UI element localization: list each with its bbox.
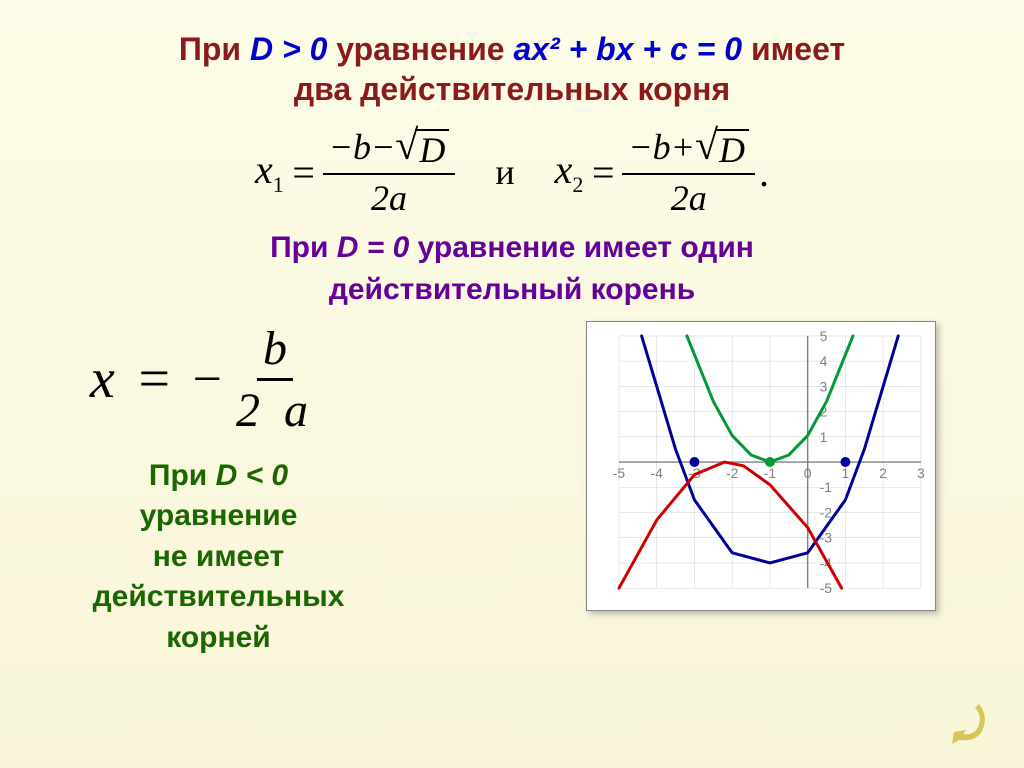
svg-text:-4: -4: [651, 465, 664, 481]
mid-cond: D = 0: [337, 231, 410, 264]
bottom-pre: При: [149, 459, 216, 492]
svg-text:-5: -5: [820, 580, 833, 596]
formula-x2: x2 = −b+√D 2a .: [555, 126, 769, 219]
x1-var: x: [255, 147, 273, 192]
minus-sign: −: [193, 350, 222, 409]
bottom-post1: уравнение: [140, 499, 298, 532]
svg-text:3: 3: [917, 465, 925, 481]
bottom-text: При D < 0 уравнение не имеет действитель…: [90, 456, 549, 659]
svg-text:1: 1: [842, 465, 850, 481]
svg-text:4: 4: [820, 353, 828, 369]
title-post: имеет: [742, 31, 845, 67]
svg-text:-5: -5: [613, 465, 626, 481]
x1-num-pre: −b−: [329, 127, 396, 167]
svg-text:0: 0: [804, 465, 812, 481]
equals-2: =: [589, 149, 616, 196]
single-num: b: [257, 321, 293, 381]
svg-text:-2: -2: [726, 465, 739, 481]
x2-sub: 2: [572, 172, 583, 197]
svg-text:1: 1: [820, 429, 828, 445]
title-line-1: При D > 0 уравнение ax² + bx + c = 0 име…: [50, 28, 974, 71]
x2-var: x: [555, 147, 573, 192]
x1-sub: 1: [273, 172, 284, 197]
mid-line-1: При D = 0 уравнение имеет один: [50, 231, 974, 265]
title-cond: D > 0: [250, 31, 327, 67]
title-line-2: два действительных корня: [50, 71, 974, 108]
svg-text:2: 2: [880, 465, 888, 481]
x2-den: 2a: [671, 175, 707, 219]
equals-3: =: [135, 347, 173, 411]
bottom-cond: D < 0: [216, 459, 289, 492]
single-x: x: [90, 347, 115, 411]
formula-x1: x1 = −b−√D 2a: [255, 126, 455, 219]
title-mid: уравнение: [327, 31, 513, 67]
svg-text:3: 3: [820, 378, 828, 394]
formula-row: x1 = −b−√D 2a и x2 = −b+√D 2a .: [50, 126, 974, 219]
title-pre: При: [179, 31, 250, 67]
mid-post: уравнение имеет один: [409, 231, 754, 264]
x1-sqrt: D: [415, 129, 449, 171]
bottom-l2: не имеет: [153, 540, 284, 573]
bottom-l4: корней: [166, 621, 271, 654]
mid-line-2: действительный корень: [50, 273, 974, 307]
svg-text:5: 5: [820, 328, 828, 344]
bottom-l3: действительных: [93, 580, 345, 613]
formula-single-root: x = − b 2 a: [90, 321, 549, 438]
mid-pre: При: [270, 231, 337, 264]
parabola-chart: -5-4-3-2-10123-5-4-3-2-112345: [586, 321, 936, 611]
svg-text:-1: -1: [820, 479, 833, 495]
svg-text:-1: -1: [764, 465, 777, 481]
conjunction: и: [495, 151, 514, 193]
x1-den: 2a: [371, 175, 407, 219]
x2-tail: .: [759, 149, 769, 196]
x2-sqrt: D: [715, 129, 749, 171]
equals-1: =: [290, 149, 317, 196]
back-arrow-icon[interactable]: [934, 696, 994, 746]
x2-num-pre: −b+: [628, 127, 695, 167]
svg-text:-2: -2: [820, 504, 833, 520]
title-eq: ax² + bx + c = 0: [513, 31, 742, 67]
single-den: 2 a: [236, 381, 314, 438]
